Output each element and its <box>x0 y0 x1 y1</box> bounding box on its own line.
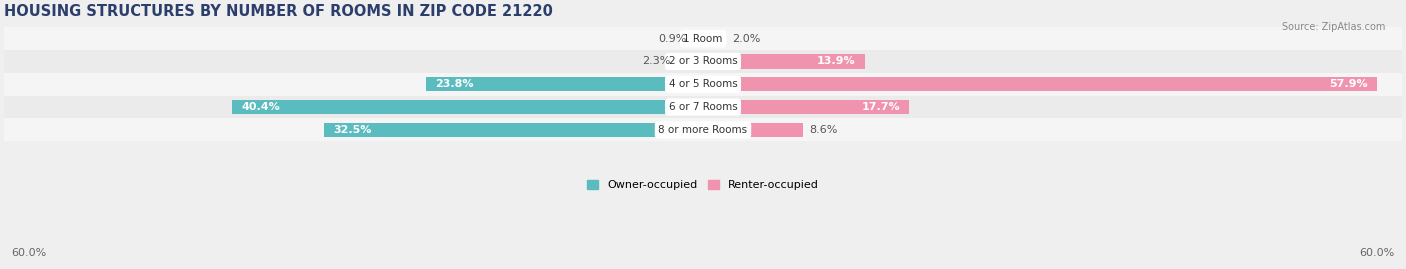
Text: 0.9%: 0.9% <box>658 34 686 44</box>
Text: 8.6%: 8.6% <box>808 125 838 135</box>
Text: 8 or more Rooms: 8 or more Rooms <box>658 125 748 135</box>
Bar <box>703 100 910 114</box>
Text: 40.4%: 40.4% <box>242 102 281 112</box>
Text: 23.8%: 23.8% <box>434 79 474 89</box>
Bar <box>703 31 727 46</box>
Bar <box>4 50 1402 73</box>
Bar <box>676 54 703 69</box>
Legend: Owner-occupied, Renter-occupied: Owner-occupied, Renter-occupied <box>582 175 824 195</box>
Text: 4 or 5 Rooms: 4 or 5 Rooms <box>669 79 737 89</box>
Text: 2.3%: 2.3% <box>643 56 671 66</box>
Bar <box>426 77 703 91</box>
Text: 6 or 7 Rooms: 6 or 7 Rooms <box>669 102 737 112</box>
Bar <box>325 123 703 137</box>
Text: HOUSING STRUCTURES BY NUMBER OF ROOMS IN ZIP CODE 21220: HOUSING STRUCTURES BY NUMBER OF ROOMS IN… <box>4 4 553 19</box>
Bar <box>4 95 1402 118</box>
Text: 2.0%: 2.0% <box>733 34 761 44</box>
Bar <box>693 31 703 46</box>
Text: 17.7%: 17.7% <box>862 102 900 112</box>
Bar <box>4 27 1402 50</box>
Bar <box>703 77 1378 91</box>
Bar <box>703 54 865 69</box>
Text: 13.9%: 13.9% <box>817 56 856 66</box>
Bar <box>232 100 703 114</box>
Text: 32.5%: 32.5% <box>333 125 373 135</box>
Text: 2 or 3 Rooms: 2 or 3 Rooms <box>669 56 737 66</box>
Text: 60.0%: 60.0% <box>1360 248 1395 258</box>
Bar <box>4 73 1402 95</box>
Text: Source: ZipAtlas.com: Source: ZipAtlas.com <box>1281 22 1385 31</box>
Bar <box>703 123 803 137</box>
Bar <box>4 118 1402 141</box>
Text: 1 Room: 1 Room <box>683 34 723 44</box>
Text: 60.0%: 60.0% <box>11 248 46 258</box>
Text: 57.9%: 57.9% <box>1330 79 1368 89</box>
